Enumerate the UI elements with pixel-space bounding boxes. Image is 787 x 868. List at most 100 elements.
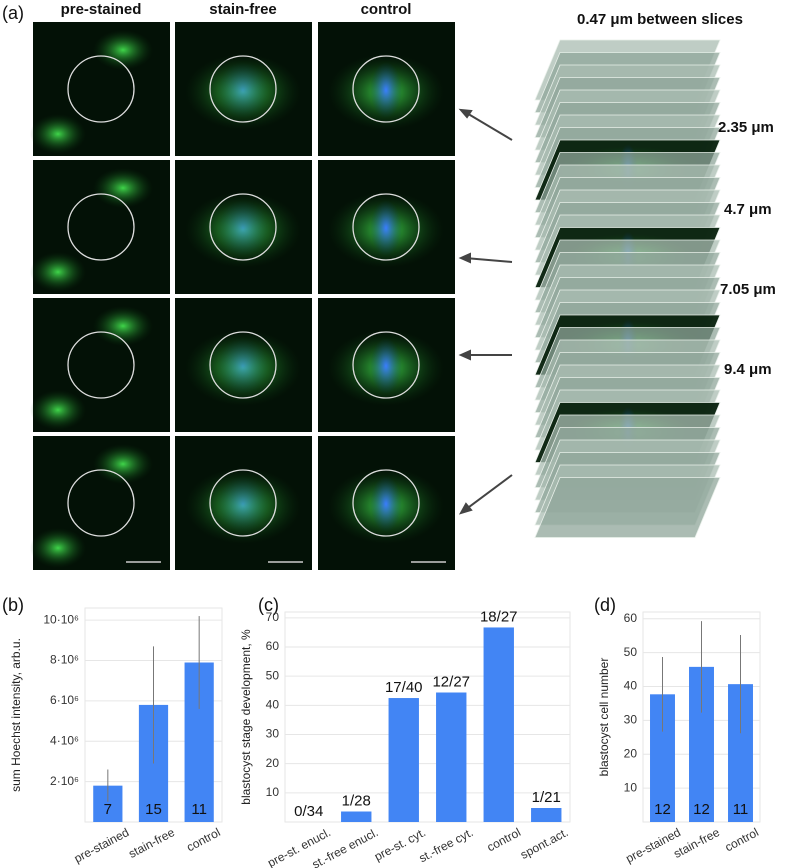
y-tick-label: 8·10⁶	[50, 653, 79, 667]
micrograph	[175, 22, 312, 156]
y-tick-label: 10·10⁶	[43, 612, 79, 626]
count-label: 11	[191, 801, 207, 818]
bar	[341, 811, 372, 822]
depth-label: 2.35 μm	[718, 119, 774, 136]
micrograph	[318, 298, 455, 432]
y-tick-label: 60	[624, 611, 638, 625]
count-label: 0/34	[294, 803, 323, 820]
roi-circle	[67, 331, 135, 399]
micrograph	[30, 298, 170, 432]
x-tick-label: spont.act.	[518, 825, 571, 862]
count-label: 12	[654, 801, 671, 818]
y-tick-label: 10	[266, 785, 280, 799]
roi-circle	[209, 193, 277, 261]
roi-circle	[67, 193, 135, 261]
panel-label: (a)	[2, 3, 24, 23]
chromatin-signal	[217, 338, 269, 394]
count-label: 18/27	[480, 608, 518, 625]
chromatin-signal	[370, 200, 402, 256]
x-tick-label: control	[184, 825, 222, 854]
y-tick-label: 70	[266, 610, 280, 624]
bar-chart: (d) 10 20 30 40 50 60 blastocyst cell number 12 p…	[594, 595, 761, 866]
x-tick-label: stain-free	[126, 825, 177, 861]
panel-label: (b)	[2, 595, 24, 615]
y-tick-label: 60	[266, 639, 280, 653]
arrows	[458, 108, 513, 515]
count-label: 11	[733, 801, 749, 818]
y-tick-label: 20	[266, 756, 280, 770]
micrograph	[318, 22, 455, 156]
chromatin-signal	[217, 476, 269, 532]
x-tick-label: pre-stained	[623, 825, 683, 866]
roi-circle	[352, 331, 420, 399]
roi-circle	[67, 469, 135, 537]
spindle-signal	[93, 30, 153, 70]
y-tick-label: 40	[266, 698, 280, 712]
y-tick-label: 30	[266, 727, 280, 741]
count-label: 1/28	[342, 792, 371, 809]
stack-title: 0.47 μm between slices	[577, 11, 743, 28]
x-tick-label: control	[723, 825, 761, 854]
depth-label: 7.05 μm	[720, 281, 776, 298]
y-tick-label: 50	[624, 645, 638, 659]
panel-label: (c)	[258, 595, 279, 615]
chromatin-signal	[370, 476, 402, 532]
count-label: 15	[145, 801, 162, 818]
bar	[436, 692, 467, 822]
y-tick-label: 30	[624, 713, 638, 727]
micrograph	[30, 436, 170, 570]
bar	[483, 627, 514, 822]
y-tick-label: 4·10⁶	[50, 733, 79, 747]
spindle-signal	[93, 168, 153, 208]
count-label: 12/27	[432, 673, 470, 690]
x-tick-label: st.-free cyt.	[417, 825, 476, 865]
chromatin-signal	[217, 62, 269, 118]
depth-label: 4.7 μm	[724, 201, 772, 218]
y-tick-label: 20	[624, 746, 638, 760]
count-label: 17/40	[385, 679, 423, 696]
roi-circle	[209, 331, 277, 399]
roi-circle	[352, 55, 420, 123]
y-tick-label: 2·10⁶	[50, 774, 79, 788]
column-header: pre-stained	[61, 1, 142, 18]
count-label: 1/21	[532, 789, 561, 806]
depth-label: 9.4 μm	[724, 361, 772, 378]
count-label: 7	[104, 801, 112, 818]
chromatin-signal	[217, 200, 269, 256]
spindle-signal	[30, 528, 86, 568]
bar	[531, 808, 562, 822]
y-tick-label: 10	[624, 780, 638, 794]
column-header: stain-free	[209, 1, 277, 18]
chromatin-signal	[370, 62, 402, 118]
spindle-signal	[30, 252, 86, 292]
y-tick-label: 50	[266, 668, 280, 682]
spindle-signal	[93, 306, 153, 346]
roi-circle	[209, 469, 277, 537]
micrograph	[175, 298, 312, 432]
bar-chart: (b) 2·10⁶ 4·10⁶ 6·10⁶ 8·10⁶ 10·10⁶ sum Hoechst…	[2, 595, 223, 866]
plot-area	[284, 611, 571, 823]
micrograph	[175, 436, 312, 570]
micrograph	[30, 22, 170, 156]
roi-circle	[209, 55, 277, 123]
bar	[388, 698, 419, 822]
y-axis-title: blastocyst cell number	[597, 658, 611, 777]
slice	[534, 477, 721, 538]
y-axis-title: blastocyst stage development, %	[239, 629, 253, 805]
column-header: control	[361, 1, 412, 18]
count-label: 12	[693, 801, 710, 818]
spindle-signal	[93, 444, 153, 484]
micrograph	[30, 160, 170, 294]
micrograph	[175, 160, 312, 294]
roi-circle	[352, 193, 420, 261]
panel-label: (d)	[594, 595, 616, 615]
bar-chart: (c) 10 20 30 40 50 60 70 blastocyst stage develo…	[239, 595, 570, 868]
roi-circle	[352, 469, 420, 537]
y-axis-title: sum Hoechst intensity, arb.u.	[9, 638, 23, 792]
roi-circle	[67, 55, 135, 123]
chromatin-signal	[370, 338, 402, 394]
micrograph	[318, 160, 455, 294]
micrograph	[318, 436, 455, 570]
x-tick-label: pre-stained	[72, 825, 132, 866]
